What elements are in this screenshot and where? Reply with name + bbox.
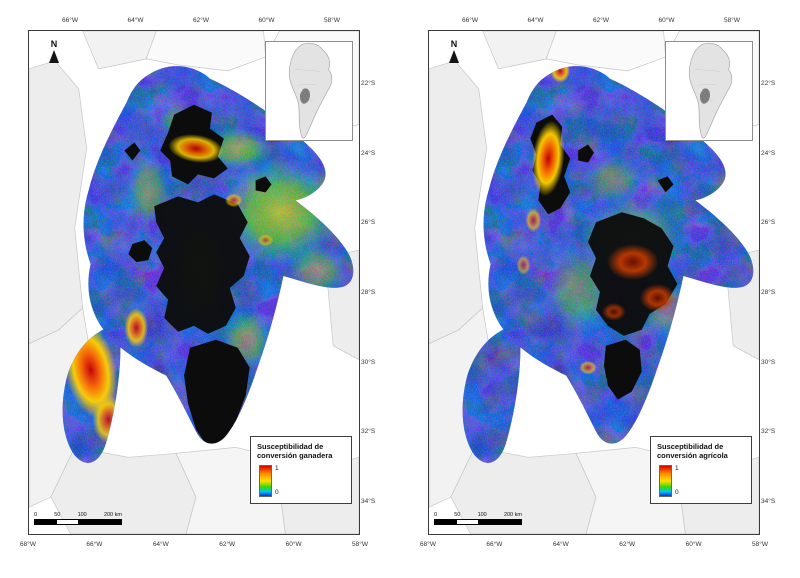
lat-label: 24°S [761, 149, 776, 157]
lon-label: 62°W [593, 17, 609, 24]
lon-label: 60°W [685, 541, 702, 548]
lat-label: 28°S [761, 288, 776, 296]
inset-map-south-america [665, 41, 753, 141]
north-arrow-icon [49, 50, 59, 63]
scalebar-tick: 0 [34, 512, 38, 518]
legend-color-ramp [659, 465, 672, 497]
lon-label: 68°W [420, 541, 436, 548]
lon-label: 58°W [352, 541, 368, 548]
scalebar-tick: 100 [477, 512, 487, 518]
lon-label: 66°W [462, 17, 478, 24]
map-panel-agricola: N Susceptibilidad de conversión agrícola… [420, 17, 775, 548]
inset-map-south-america [265, 41, 353, 141]
map-panel-ganadera: N Susceptibilidad de conversión ganadera… [20, 17, 375, 548]
axis-bottom-ganadera: 68°W 66°W 64°W 62°W 60°W 58°W [20, 541, 368, 548]
lat-label: 26°S [361, 219, 376, 227]
map-raster-ganadera [29, 31, 359, 534]
legend-agricola: Susceptibilidad de conversión agrícola 1… [650, 435, 752, 504]
lon-label: 64°W [127, 17, 144, 24]
scalebar-tick: 100 [77, 512, 87, 518]
lon-label: 64°W [552, 541, 569, 548]
legend-title-line2: conversión ganadera [257, 451, 333, 461]
lon-label: 60°W [658, 17, 675, 24]
lon-label: 62°W [193, 17, 209, 24]
axis-right-ganadera: 22°S 24°S 26°S 28°S 30°S 32°S 34°S [361, 80, 383, 505]
inset-map-canvas [288, 42, 333, 139]
lat-label: 34°S [761, 497, 776, 505]
lon-label: 58°W [724, 17, 740, 24]
axis-top-ganadera: 66°W 64°W 62°W 60°W 58°W [62, 17, 340, 24]
scalebar: 0 50 100 200 km [434, 512, 522, 525]
lon-label: 64°W [527, 17, 544, 24]
inset-map-canvas [688, 42, 733, 139]
legend-title-line1: Susceptibilidad de [257, 441, 324, 451]
scalebar-bar [434, 519, 522, 525]
legend-ganadera: Susceptibilidad de conversión ganadera 1… [250, 435, 352, 504]
lat-label: 30°S [361, 358, 376, 366]
lon-label: 58°W [324, 17, 340, 24]
scalebar-tick: 200 km [103, 512, 122, 518]
north-arrow-icon [449, 50, 459, 63]
lon-label: 66°W [62, 17, 78, 24]
lat-label: 28°S [361, 288, 376, 296]
scalebar-bar [34, 519, 122, 525]
lon-label: 64°W [152, 541, 169, 548]
axis-top-agricola: 66°W 64°W 62°W 60°W 58°W [462, 17, 740, 24]
scalebar-tick: 50 [454, 512, 461, 518]
lat-label: 22°S [761, 80, 776, 87]
map-frame-ganadera: N Susceptibilidad de conversión ganadera… [28, 30, 360, 535]
lat-label: 32°S [761, 428, 776, 436]
legend-color-ramp [259, 465, 272, 497]
lat-label: 22°S [361, 80, 376, 87]
map-raster-agricola [429, 31, 759, 534]
lon-label: 62°W [219, 541, 236, 548]
lat-label: 24°S [361, 149, 376, 157]
lon-label: 60°W [285, 541, 302, 548]
legend-title-line1: Susceptibilidad de [657, 441, 724, 451]
scalebar-tick: 0 [434, 512, 438, 518]
scalebar-tick: 200 km [503, 512, 522, 518]
scalebar: 0 50 100 200 km [34, 512, 122, 525]
legend-max-label: 1 [275, 465, 279, 472]
north-arrow: N [49, 39, 59, 63]
lon-label: 60°W [258, 17, 275, 24]
lat-label: 26°S [761, 219, 776, 227]
lon-label: 66°W [486, 541, 503, 548]
axis-bottom-agricola: 68°W 66°W 64°W 62°W 60°W 58°W [420, 541, 768, 548]
north-label: N [50, 39, 58, 49]
lon-label: 62°W [619, 541, 636, 548]
axis-right-agricola: 22°S 24°S 26°S 28°S 30°S 32°S 34°S [761, 80, 783, 505]
north-arrow: N [449, 39, 459, 63]
lon-label: 66°W [86, 541, 103, 548]
north-label: N [450, 39, 458, 49]
lon-label: 68°W [20, 541, 36, 548]
lon-label: 58°W [752, 541, 768, 548]
lat-label: 30°S [761, 358, 776, 366]
scalebar-tick: 50 [54, 512, 61, 518]
legend-title-line2: conversión agrícola [657, 451, 728, 461]
lat-label: 34°S [361, 497, 376, 505]
legend-min-label: 0 [675, 488, 679, 496]
legend-min-label: 0 [275, 488, 279, 496]
map-frame-agricola: N Susceptibilidad de conversión agrícola… [428, 30, 760, 535]
lat-label: 32°S [361, 428, 376, 436]
legend-max-label: 1 [675, 465, 679, 472]
